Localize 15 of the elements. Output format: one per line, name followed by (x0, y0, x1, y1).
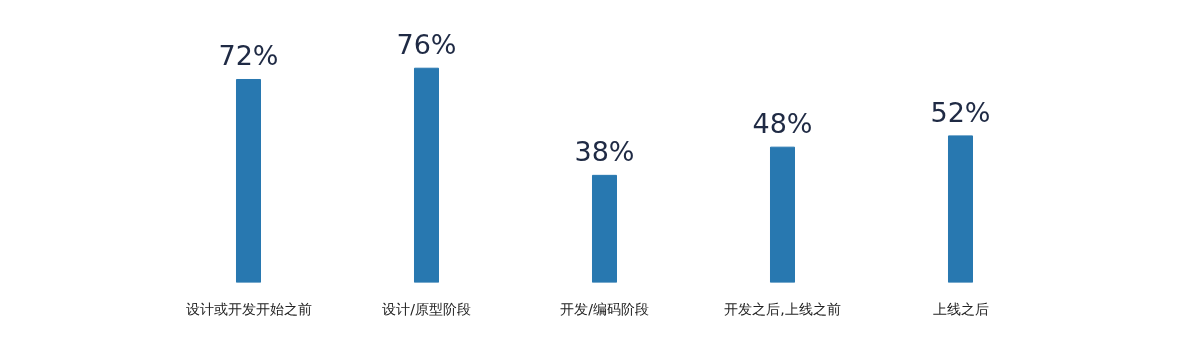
data-label: 72% (218, 40, 279, 72)
bar (769, 146, 796, 283)
x-tick-label: 开发之后,上线之前 (724, 300, 841, 317)
bar (591, 174, 618, 283)
bar (235, 78, 262, 283)
x-tick-label: 设计/原型阶段 (382, 300, 471, 317)
data-label: 76% (396, 29, 457, 61)
x-tick-label: 设计或开发开始之前 (185, 300, 312, 317)
x-tick-label: 上线之后 (932, 300, 989, 317)
data-label: 48% (752, 108, 813, 140)
data-label: 52% (930, 96, 991, 128)
bar (947, 135, 974, 283)
bar (413, 67, 440, 283)
x-tick-label: 开发/编码阶段 (560, 300, 649, 317)
data-label: 38% (574, 136, 635, 168)
